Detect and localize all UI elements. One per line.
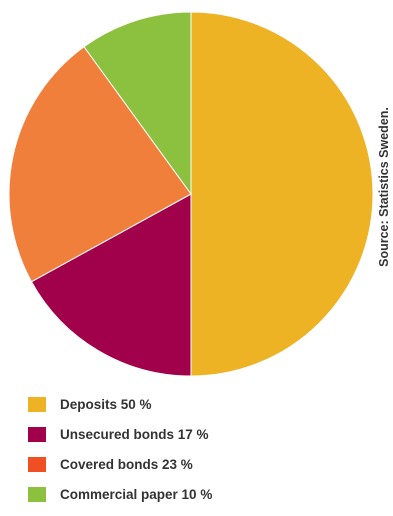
legend-item-unsecured-bonds: Unsecured bonds 17 % xyxy=(28,426,212,442)
pie-slice-unsecured-bonds xyxy=(30,193,192,377)
legend-label-unsecured-bonds: Unsecured bonds 17 % xyxy=(60,426,209,442)
legend: Deposits 50 % Unsecured bonds 17 % Cover… xyxy=(28,396,212,516)
legend-swatch-commercial-paper xyxy=(28,486,46,502)
pie-slice-deposits xyxy=(190,11,374,377)
legend-swatch-deposits xyxy=(28,396,46,412)
legend-item-deposits: Deposits 50 % xyxy=(28,396,212,412)
pie-chart xyxy=(8,11,374,377)
legend-item-covered-bonds: Covered bonds 23 % xyxy=(28,456,212,472)
legend-swatch-covered-bonds xyxy=(28,456,46,472)
legend-label-commercial-paper: Commercial paper 10 % xyxy=(60,486,213,502)
source-note: Source: Statistics Sweden. xyxy=(377,107,391,267)
legend-item-commercial-paper: Commercial paper 10 % xyxy=(28,486,212,502)
legend-swatch-unsecured-bonds xyxy=(28,426,46,442)
legend-label-covered-bonds: Covered bonds 23 % xyxy=(60,456,193,472)
legend-label-deposits: Deposits 50 % xyxy=(60,396,152,412)
pie-slice-commercial-paper xyxy=(83,11,192,196)
pie-slice-covered-bonds xyxy=(8,46,192,283)
